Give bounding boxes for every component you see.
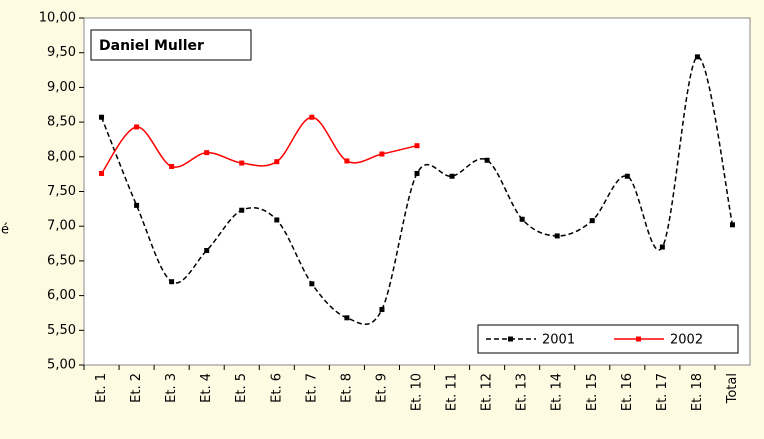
point	[344, 315, 350, 321]
point	[134, 124, 140, 130]
x-tick-label: Et. 18	[690, 373, 705, 411]
x-tick-label: Et. 11	[445, 373, 460, 411]
point	[729, 222, 735, 228]
x-tick-label: Total	[725, 373, 740, 404]
point	[554, 233, 560, 239]
chart-title: Daniel Muller	[99, 38, 204, 54]
point	[134, 202, 140, 208]
point	[624, 173, 630, 179]
series-line	[100, 116, 418, 174]
x-tick-label: Et. 17	[655, 373, 670, 411]
y-tick-label: 6,00	[47, 288, 76, 303]
y-tick-label: 8,50	[47, 115, 76, 130]
point	[659, 244, 665, 250]
y-axis-label: é	[1, 223, 9, 238]
point	[484, 157, 490, 163]
point	[99, 170, 105, 176]
point	[274, 217, 280, 223]
point	[274, 159, 280, 165]
y-tick-label: 6,50	[47, 253, 76, 268]
legend-marker	[508, 336, 513, 342]
x-tick-label: Et. 4	[199, 373, 214, 403]
x-tick-label: Et. 14	[550, 373, 565, 411]
title-box	[90, 29, 252, 61]
x-tick-label: Et. 13	[515, 373, 530, 411]
x-tick-label: Et. 3	[164, 373, 179, 403]
point	[519, 216, 525, 222]
point	[379, 306, 385, 312]
point	[414, 143, 420, 149]
point	[589, 218, 595, 224]
legend-marker	[636, 336, 641, 342]
y-tick-label: 9,00	[47, 80, 76, 95]
y-tick-label: 7,50	[47, 184, 76, 199]
x-tick-label: Et. 7	[304, 373, 319, 403]
legend-label: 2001	[542, 333, 575, 348]
point	[694, 54, 700, 60]
y-tick-label: 9,50	[47, 45, 76, 60]
y-tick-label: 5,00	[47, 358, 76, 373]
x-tick-label: Et. 2	[129, 373, 144, 403]
point	[204, 247, 210, 253]
point	[204, 150, 210, 156]
point	[309, 114, 315, 120]
x-tick-label: Et. 6	[269, 373, 284, 403]
point	[344, 158, 350, 164]
point	[99, 114, 105, 120]
x-tick-label: Et. 5	[234, 373, 249, 403]
x-tick-label: Et. 1	[94, 373, 109, 403]
point	[449, 173, 455, 179]
y-tick-label: 8,00	[47, 149, 76, 164]
point	[239, 207, 245, 213]
y-tick-label: 5,50	[47, 323, 76, 338]
point	[309, 281, 315, 287]
x-tick-label: Et. 8	[339, 373, 354, 403]
plot-area	[83, 17, 751, 366]
x-tick-label: Et. 9	[374, 373, 389, 403]
y-tick-label: 7,00	[47, 219, 76, 234]
x-tick-label: Et. 15	[585, 373, 600, 411]
point	[239, 160, 245, 166]
legend-label: 2002	[670, 333, 703, 348]
point	[169, 279, 175, 285]
point	[379, 151, 385, 157]
x-tick-label: Et. 10	[410, 373, 425, 411]
y-tick-label: 10,00	[39, 11, 76, 26]
point	[169, 164, 175, 170]
x-tick-label: Et. 16	[620, 373, 635, 411]
point	[414, 170, 420, 176]
x-tick-label: Et. 12	[480, 373, 495, 411]
